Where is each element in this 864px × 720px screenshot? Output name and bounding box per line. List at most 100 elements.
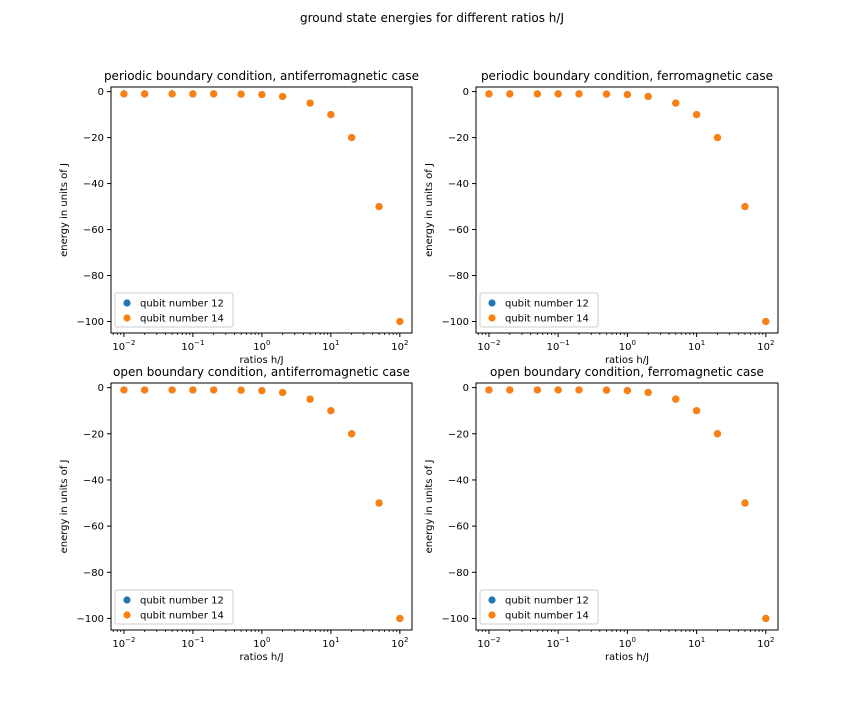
legend-marker (123, 314, 131, 322)
data-point-series-2 (279, 388, 287, 397)
y-axis-label: energy in units of J (59, 163, 70, 257)
x-tick-label: 10−1 (547, 339, 570, 353)
y-tick-label: 0 (463, 383, 469, 394)
x-axis-label: ratios h/J (605, 652, 649, 663)
legend: qubit number 12 qubit number 14 (114, 292, 234, 328)
x-tick-label: 102 (391, 636, 408, 650)
data-point-series-2 (554, 386, 562, 394)
data-point-series-2 (692, 407, 701, 415)
data-point-series-2 (644, 388, 652, 397)
subplot-title: open boundary condition, antiferromagnet… (113, 365, 410, 379)
y-tick-label: −100 (442, 614, 469, 625)
y-tick-label: −100 (442, 317, 469, 328)
legend-label: qubit number 12 (140, 596, 224, 607)
x-tick-label: 100 (253, 339, 270, 353)
subplot-3: open boundary condition, antiferromagnet… (59, 365, 413, 663)
data-point-series-2 (485, 386, 493, 394)
data-point-series-2 (120, 386, 128, 394)
data-point-series-2 (713, 430, 722, 438)
data-point-series-2 (602, 90, 611, 98)
figure-suptitle: ground state energies for different rati… (300, 11, 564, 25)
y-tick-label: −20 (448, 429, 469, 440)
data-point-series-2 (533, 90, 541, 98)
data-point-series-2 (485, 90, 493, 98)
x-tick-label: 10−1 (181, 339, 204, 353)
x-tick-label: 101 (322, 339, 339, 353)
data-point-series-2 (396, 317, 404, 326)
data-point-series-2 (762, 614, 770, 623)
subplot-1: periodic boundary condition, antiferroma… (59, 69, 419, 366)
data-point-series-2 (348, 430, 356, 438)
data-point-series-2 (375, 202, 383, 211)
y-tick-label: −80 (83, 568, 104, 579)
axes-frame (110, 86, 413, 334)
data-point-series-2 (237, 386, 245, 394)
y-tick-label: −80 (83, 271, 104, 282)
data-point-series-2 (692, 110, 701, 119)
subplot-4: open boundary condition, ferromagnetic c… (424, 365, 779, 663)
x-tick-label: 102 (757, 636, 774, 650)
data-point-series-2 (741, 499, 749, 507)
data-point-series-2 (672, 395, 680, 403)
legend-marker (488, 299, 496, 307)
y-tick-label: −60 (448, 225, 469, 236)
legend-marker (488, 314, 496, 322)
x-axis-label: ratios h/J (239, 355, 283, 366)
legend-label: qubit number 12 (505, 299, 589, 310)
y-tick-label: 0 (98, 87, 104, 98)
data-point-series-2 (189, 386, 197, 394)
data-point-series-2 (306, 99, 314, 107)
data-point-series-2 (375, 499, 383, 507)
data-point-series-2 (506, 386, 514, 394)
y-tick-label: 0 (463, 87, 469, 98)
legend: qubit number 12 qubit number 14 (114, 589, 234, 625)
legend-box (479, 292, 599, 328)
data-point-series-2 (237, 90, 245, 98)
y-tick-label: −60 (83, 522, 104, 533)
legend-label: qubit number 14 (505, 314, 589, 325)
legend-label: qubit number 14 (505, 611, 589, 622)
data-point-series-2 (306, 395, 314, 403)
legend-marker (488, 596, 496, 604)
data-point-series-2 (623, 90, 631, 99)
data-point-series-2 (120, 90, 128, 98)
subplot-title: open boundary condition, ferromagnetic c… (490, 365, 764, 379)
data-point-series-2 (258, 387, 266, 395)
legend-marker (123, 596, 131, 604)
data-point-series-2 (168, 90, 176, 98)
x-axis-label: ratios h/J (605, 355, 649, 366)
x-tick-label: 102 (391, 339, 408, 353)
x-tick-label: 102 (757, 339, 774, 353)
legend-label: qubit number 14 (140, 314, 224, 325)
data-point-series-2 (713, 133, 722, 142)
data-point-series-2 (189, 90, 197, 98)
legend-box (479, 589, 599, 625)
y-tick-label: −80 (448, 568, 469, 579)
data-point-series-2 (602, 386, 611, 394)
x-tick-label: 101 (688, 636, 705, 650)
y-axis-label: energy in units of J (424, 163, 435, 257)
x-tick-label: 10−2 (112, 636, 135, 650)
data-point-series-2 (741, 202, 749, 211)
legend-box (114, 292, 234, 328)
x-tick-label: 100 (619, 339, 636, 353)
data-point-series-2 (554, 90, 562, 98)
legend-marker (123, 299, 131, 307)
y-tick-label: −100 (77, 614, 104, 625)
y-tick-label: −40 (83, 475, 104, 486)
x-tick-label: 10−2 (477, 339, 500, 353)
y-tick-label: −80 (448, 271, 469, 282)
x-tick-label: 10−2 (477, 636, 500, 650)
legend-label: qubit number 12 (505, 596, 589, 607)
data-point-series-2 (623, 387, 631, 395)
data-point-series-2 (575, 386, 583, 394)
axes-frame (475, 86, 779, 334)
legend-box (114, 589, 234, 625)
x-tick-label: 10−2 (112, 339, 135, 353)
subplot-title: periodic boundary condition, antiferroma… (104, 69, 419, 83)
x-tick-label: 100 (253, 636, 270, 650)
data-point-series-2 (210, 90, 218, 98)
legend-label: qubit number 12 (140, 299, 224, 310)
